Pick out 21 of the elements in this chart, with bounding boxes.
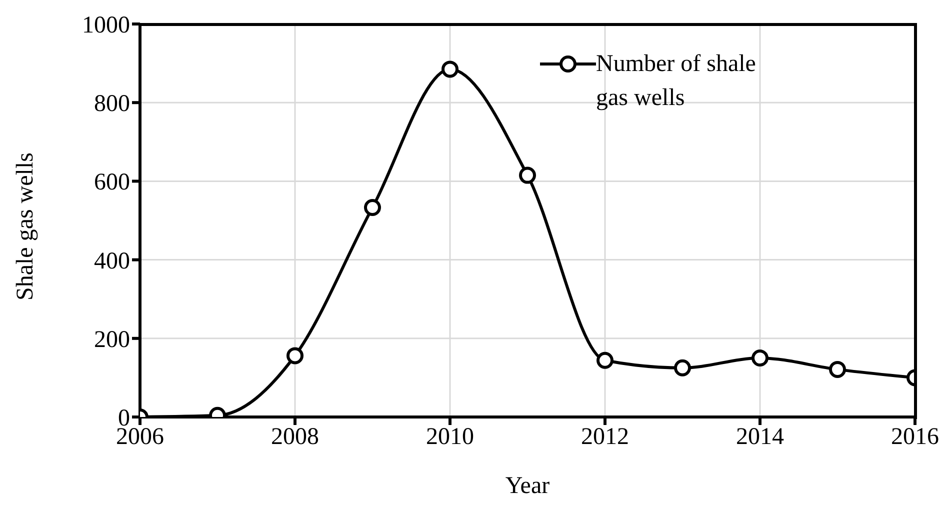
point xyxy=(674,359,691,376)
x-axis-title: Year xyxy=(505,473,550,499)
x-tick-label: 2014 xyxy=(736,424,784,450)
y-tick-label: 200 xyxy=(94,326,130,353)
y-axis-title: Shale gas wells xyxy=(12,152,39,300)
x-tick-label: 2012 xyxy=(581,424,629,450)
point xyxy=(519,166,536,184)
x-tick-label: 2016 xyxy=(891,424,939,450)
y-tick-label: 800 xyxy=(94,91,130,118)
y-tick-label: 600 xyxy=(94,170,130,196)
point xyxy=(752,350,768,367)
y-tick-label: 1000 xyxy=(82,12,130,39)
point xyxy=(829,360,846,378)
point xyxy=(442,60,458,78)
x-tick-label: 2008 xyxy=(271,424,319,450)
point xyxy=(286,347,304,364)
legend-label: Number of shale gas wells xyxy=(596,50,757,113)
y-tick-label: 400 xyxy=(94,248,130,274)
x-tick-label: 2010 xyxy=(426,424,474,450)
point xyxy=(596,352,614,369)
point xyxy=(364,199,381,216)
